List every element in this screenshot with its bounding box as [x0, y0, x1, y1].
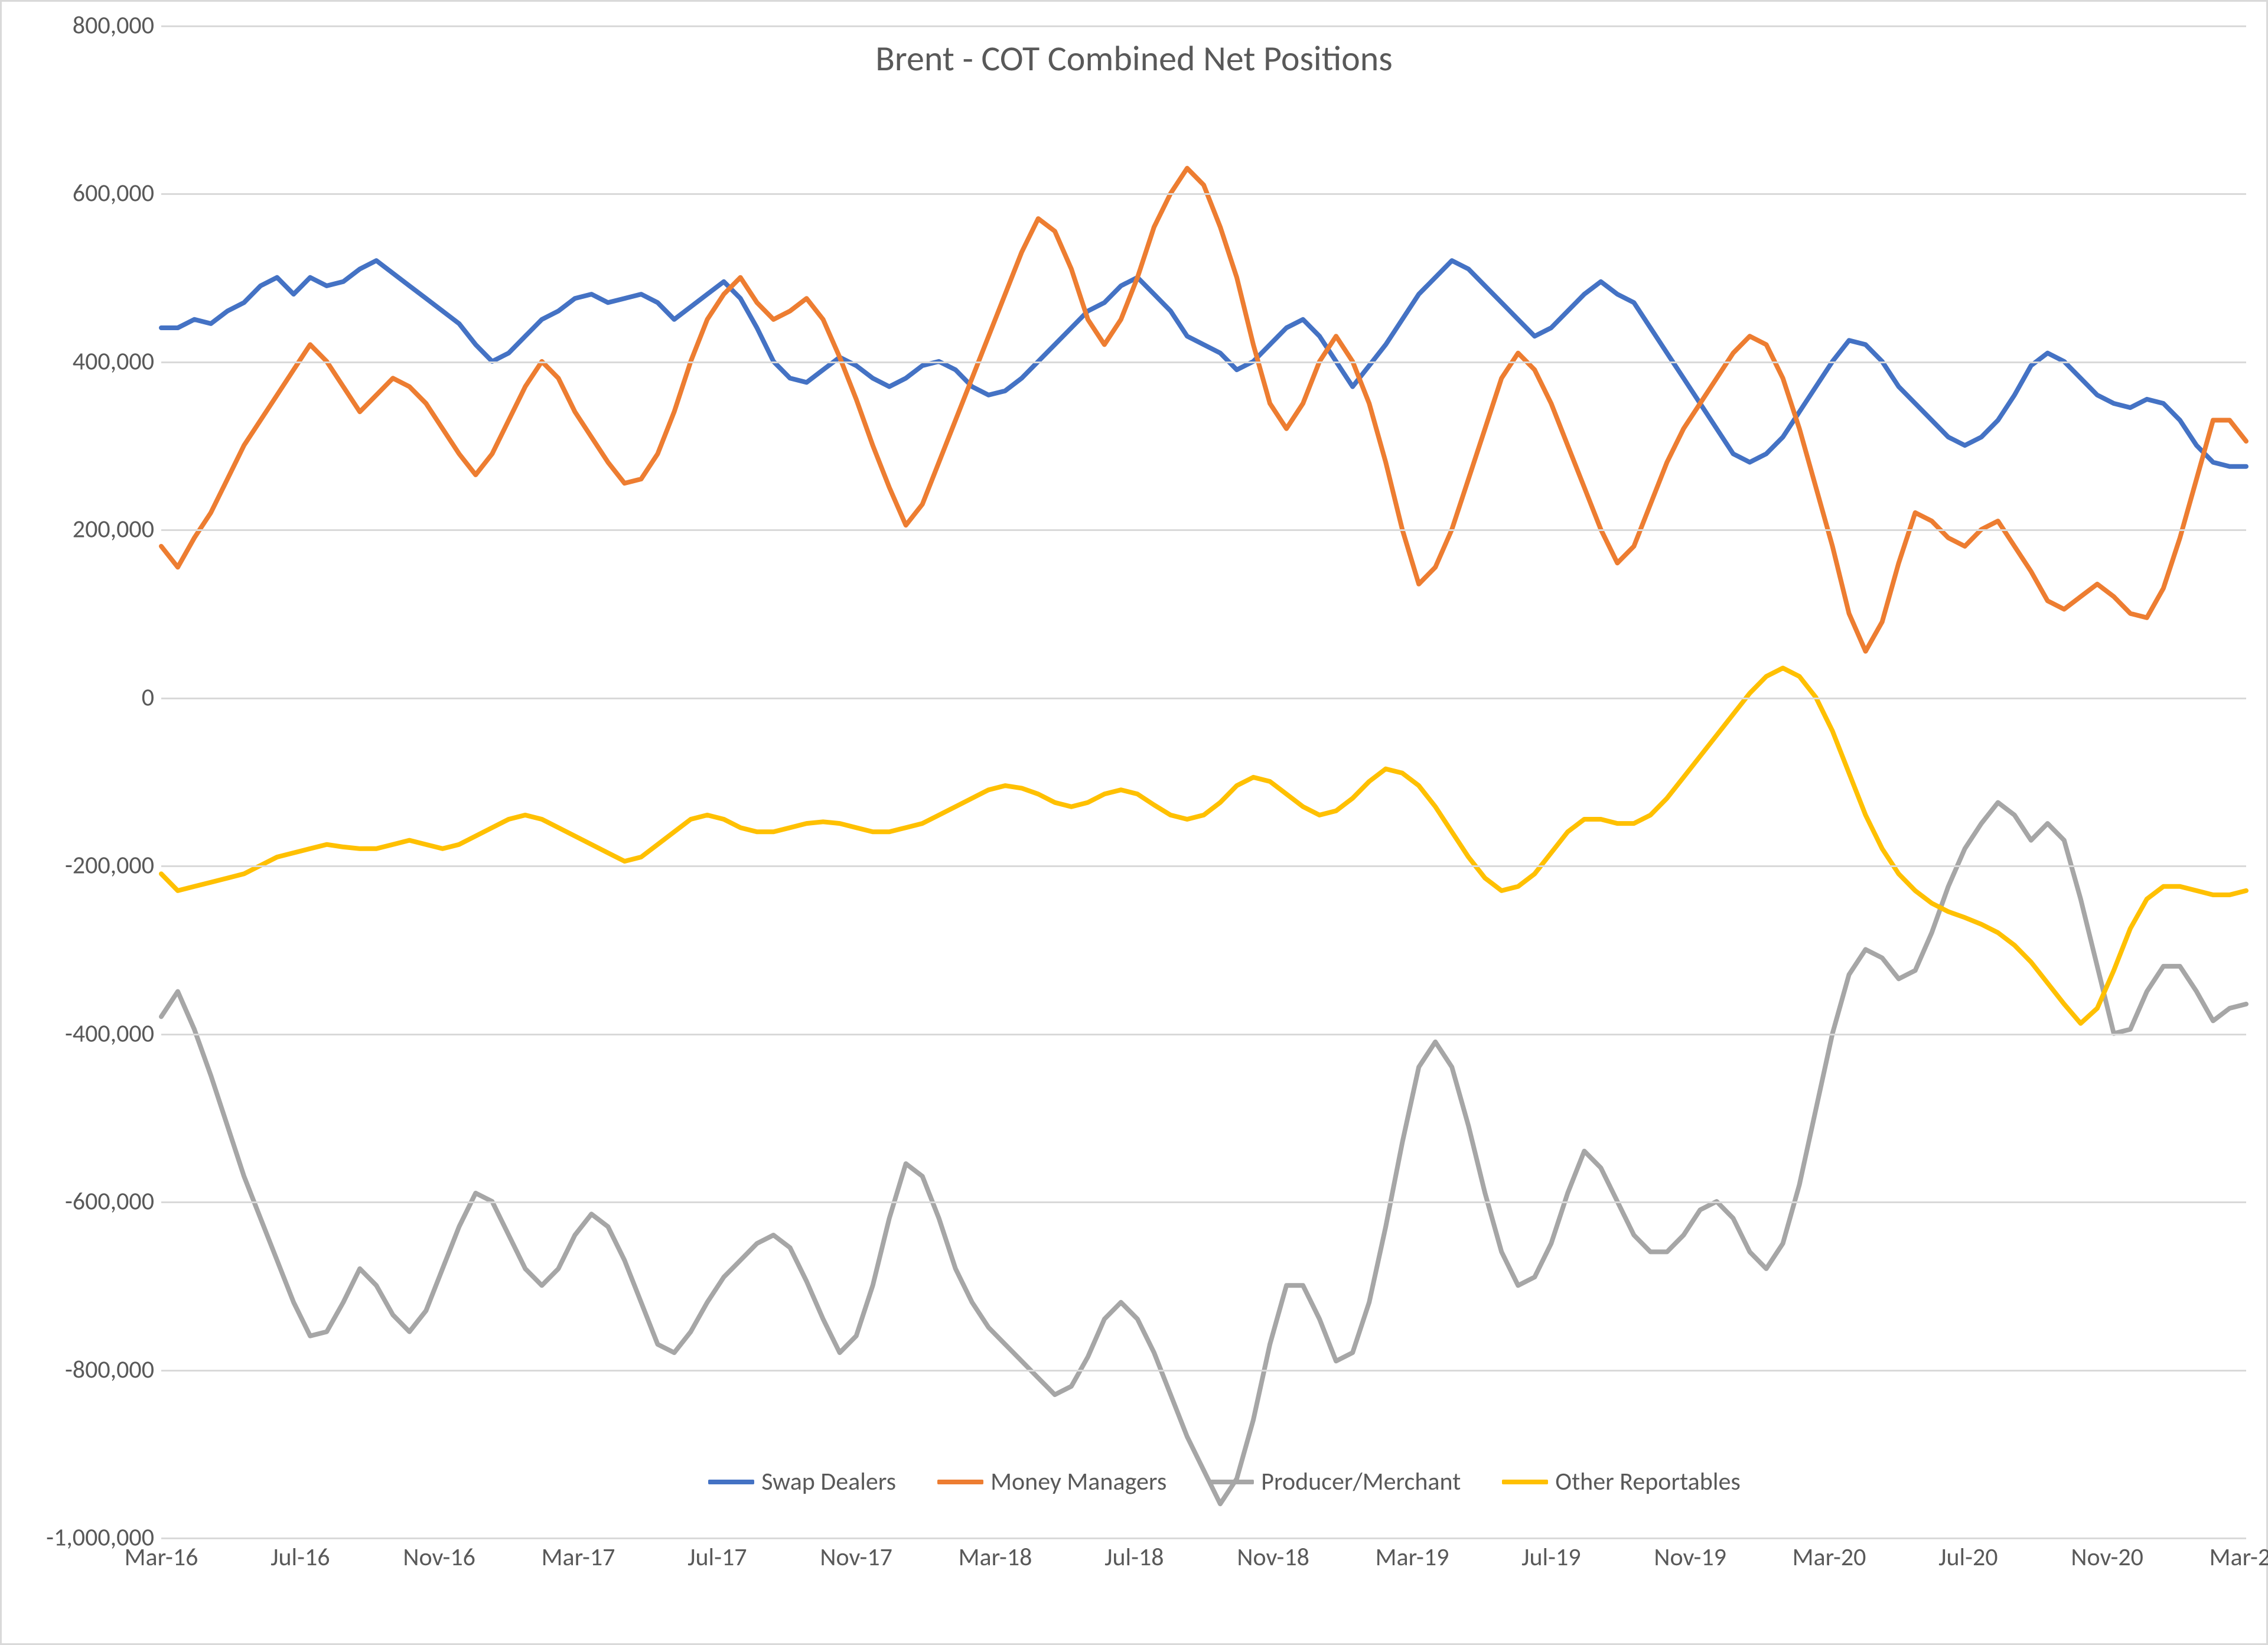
x-tick-label: Mar-21: [2210, 1537, 2268, 1572]
x-tick-label: Nov-17: [820, 1537, 892, 1572]
legend-swatch: [937, 1480, 983, 1484]
legend-label: Money Managers: [990, 1467, 1166, 1497]
chart-legend: Swap Dealers Money Managers Producer/Merch…: [309, 1467, 2140, 1497]
gridline: [161, 193, 2246, 195]
x-tick-label: Mar-20: [1793, 1537, 1866, 1572]
y-tick-label: -600,000: [65, 1187, 161, 1217]
x-tick-label: Jul-20: [1938, 1537, 1998, 1572]
gridline: [161, 1034, 2246, 1035]
x-tick-label: Jul-17: [687, 1537, 747, 1572]
x-tick-label: Nov-20: [2071, 1537, 2143, 1572]
legend-label: Swap Dealers: [761, 1467, 896, 1497]
series-line: [161, 260, 2246, 467]
y-tick-label: 600,000: [73, 178, 161, 209]
x-tick-label: Nov-19: [1654, 1537, 1726, 1572]
x-tick-label: Mar-19: [1376, 1537, 1449, 1572]
y-tick-label: -800,000: [65, 1354, 161, 1385]
legend-swatch: [708, 1480, 754, 1484]
x-tick-label: Jul-16: [271, 1537, 330, 1572]
gridline: [161, 361, 2246, 363]
gridline: [161, 1370, 2246, 1372]
x-tick-label: Mar-18: [959, 1537, 1032, 1572]
legend-label: Other Reportables: [1555, 1467, 1741, 1497]
gridline: [161, 529, 2246, 531]
series-line: [161, 668, 2246, 1024]
y-tick-label: -400,000: [65, 1018, 161, 1048]
x-tick-label: Nov-16: [403, 1537, 475, 1572]
series-svg: [161, 25, 2246, 1537]
x-tick-label: Jul-18: [1104, 1537, 1164, 1572]
x-tick-label: Nov-18: [1237, 1537, 1309, 1572]
x-tick-label: Mar-17: [542, 1537, 615, 1572]
legend-label: Producer/Merchant: [1261, 1467, 1461, 1497]
legend-swatch: [1208, 1480, 1254, 1484]
plot-area: 800,000600,000400,000200,0000-200,000-40…: [161, 25, 2246, 1537]
legend-item: Swap Dealers: [708, 1467, 896, 1497]
y-tick-label: 400,000: [73, 346, 161, 376]
gridline: [161, 865, 2246, 867]
legend-swatch: [1502, 1480, 1548, 1484]
legend-item: Money Managers: [937, 1467, 1166, 1497]
x-tick-label: Mar-16: [125, 1537, 198, 1572]
series-line: [161, 168, 2246, 652]
series-line: [161, 803, 2246, 1504]
legend-item: Other Reportables: [1502, 1467, 1741, 1497]
y-tick-label: 200,000: [73, 514, 161, 545]
y-tick-label: 0: [142, 682, 161, 712]
x-tick-label: Jul-19: [1521, 1537, 1581, 1572]
gridline: [161, 1201, 2246, 1203]
chart-container: Brent - COT Combined Net Positions 800,0…: [0, 0, 2268, 1645]
gridline: [161, 25, 2246, 27]
y-tick-label: -200,000: [65, 851, 161, 881]
gridline: [161, 698, 2246, 699]
legend-item: Producer/Merchant: [1208, 1467, 1461, 1497]
y-tick-label: 800,000: [73, 11, 161, 41]
